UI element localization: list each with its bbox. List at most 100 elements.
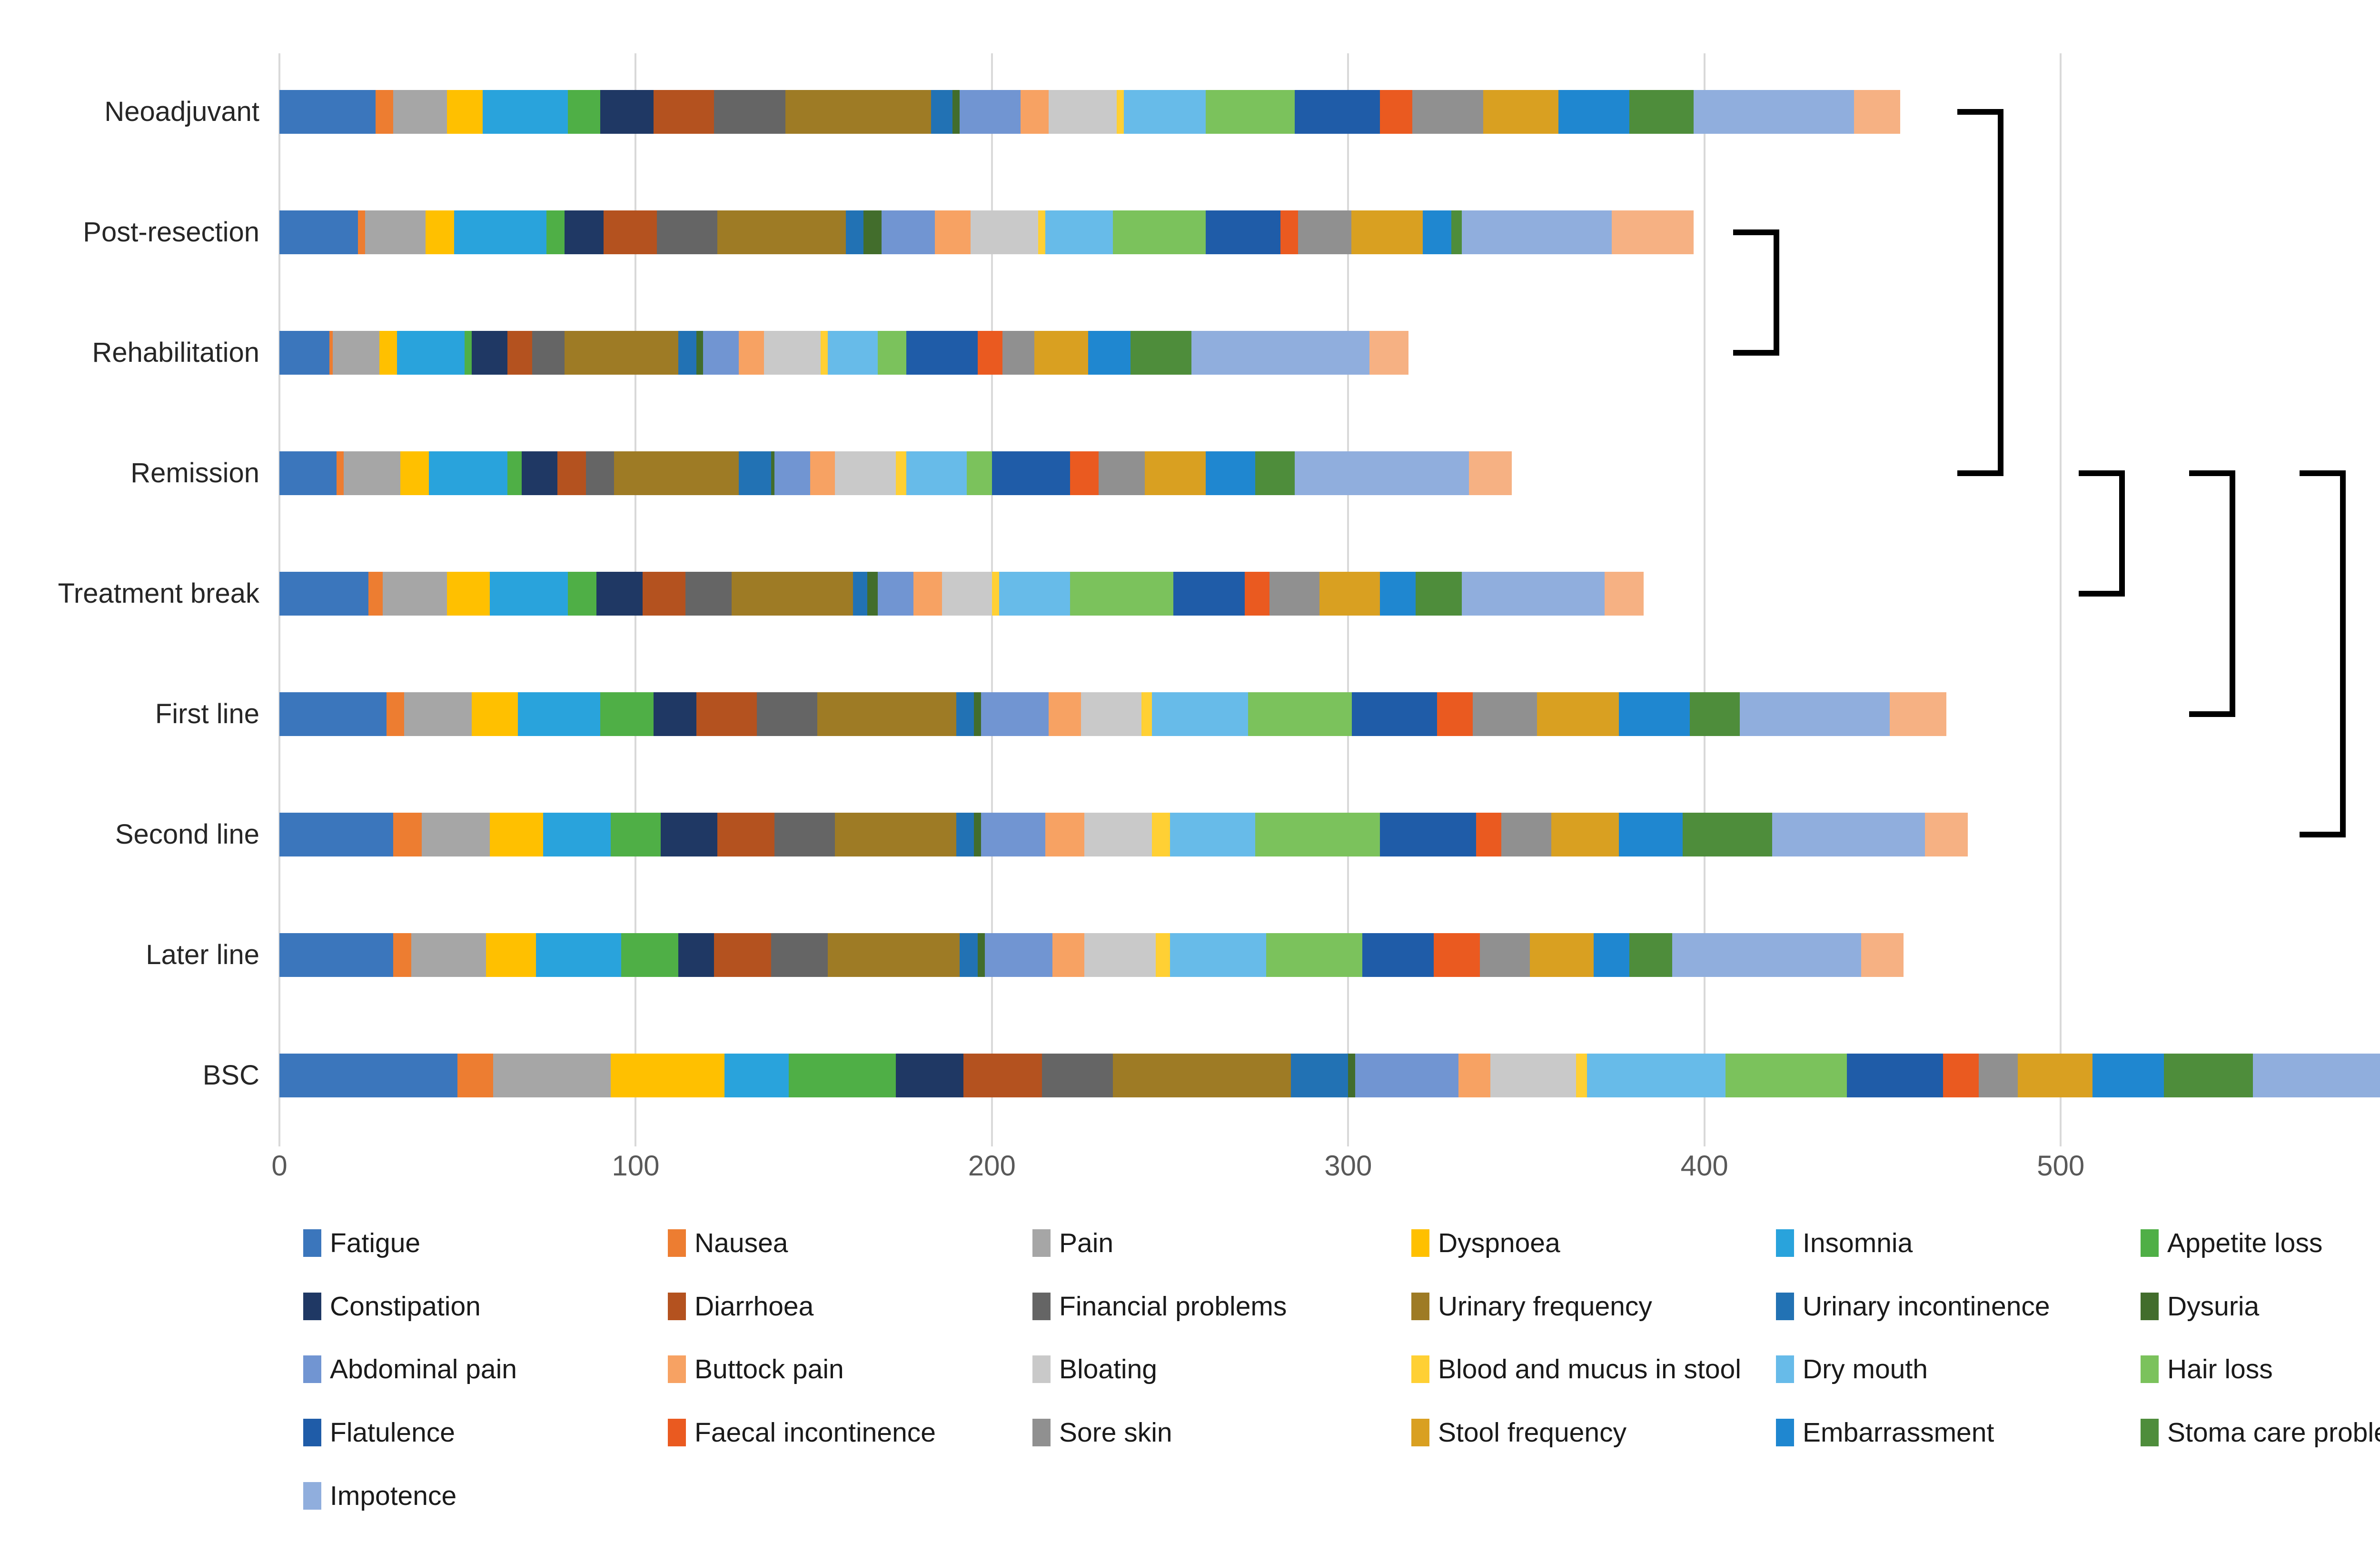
- bar-segment: [279, 933, 394, 977]
- legend-label: Diarrhoea: [694, 1291, 814, 1322]
- bar-row-treatment-break: [279, 572, 1644, 616]
- bar-segment: [878, 331, 906, 375]
- bar-segment: [774, 451, 810, 495]
- bar-segment: [1045, 813, 1085, 856]
- bar-segment: [714, 933, 771, 977]
- bar-segment: [1772, 813, 1925, 856]
- bar-segment: [1113, 210, 1206, 254]
- bar-segment: [1462, 210, 1612, 254]
- bar-segment: [397, 331, 465, 375]
- legend-label: Flatulence: [330, 1417, 455, 1448]
- legend-item-urinary-incontinence: Urinary incontinence: [1776, 1291, 2050, 1322]
- legend-swatch-icon: [2141, 1229, 2159, 1257]
- bar-segment: [967, 451, 992, 495]
- bar-segment: [643, 572, 686, 616]
- legend-item-pain: Pain: [1032, 1227, 1113, 1259]
- bar-segment: [386, 692, 404, 736]
- legend-label: Embarrassment: [1803, 1417, 1994, 1448]
- bar-segment: [934, 210, 971, 254]
- bar-segment: [1740, 692, 1890, 736]
- bar-segment: [1205, 210, 1280, 254]
- bar-segment: [1191, 331, 1369, 375]
- bar-segment: [657, 210, 718, 254]
- bar-segment: [457, 1054, 494, 1097]
- bar-segment: [724, 1054, 789, 1097]
- x-tick-label: 500: [2037, 1150, 2085, 1182]
- legend-label: Pain: [1059, 1228, 1114, 1258]
- bracket-remission-vs-treatment-break: [2078, 470, 2125, 597]
- legend-label: Bloating: [1059, 1354, 1157, 1384]
- category-label: Post-resection: [83, 217, 259, 248]
- x-tick-label: 0: [271, 1150, 288, 1182]
- bar-segment: [568, 90, 600, 134]
- bar-segment: [1355, 1054, 1459, 1097]
- bar-segment: [1113, 1054, 1291, 1097]
- bar-segment: [1423, 210, 1451, 254]
- bar-segment: [1081, 692, 1141, 736]
- legend-item-financial-problems: Financial problems: [1032, 1291, 1287, 1322]
- legend-label: Insomnia: [1803, 1228, 1913, 1258]
- bar-segment: [1587, 1054, 1726, 1097]
- bar-segment: [895, 451, 906, 495]
- legend-item-impotence: Impotence: [303, 1480, 456, 1512]
- bar-segment: [507, 451, 522, 495]
- bar-segment: [2092, 1054, 2164, 1097]
- bar-segment: [1889, 692, 1947, 736]
- bar-segment: [365, 210, 426, 254]
- bar-segment: [835, 813, 956, 856]
- legend-swatch-icon: [1032, 1229, 1051, 1257]
- bar-segment: [1611, 210, 1694, 254]
- bar-segment: [828, 331, 878, 375]
- legend-swatch-icon: [1032, 1355, 1051, 1383]
- category-label: Neoadjuvant: [104, 96, 259, 127]
- bar-row-second-line: [279, 813, 1968, 856]
- bar-segment: [1618, 813, 1683, 856]
- bar-segment: [1269, 572, 1320, 616]
- bar-segment: [906, 331, 978, 375]
- bracket-neoadjuvant-vs-remission: [1957, 109, 2004, 476]
- bar-segment: [1462, 572, 1605, 616]
- bar-segment: [400, 451, 429, 495]
- legend-label: Dry mouth: [1803, 1354, 1928, 1384]
- bar-segment: [1280, 210, 1299, 254]
- legend-label: Fatigue: [330, 1228, 421, 1258]
- bar-segment: [771, 933, 828, 977]
- bar-segment: [785, 90, 932, 134]
- bar-segment: [1351, 692, 1438, 736]
- bar-segment: [596, 572, 643, 616]
- bar-segment: [518, 692, 600, 736]
- category-label: Treatment break: [58, 578, 259, 609]
- bar-segment: [279, 90, 376, 134]
- bar-segment: [279, 572, 369, 616]
- bar-segment: [1155, 933, 1170, 977]
- legend-swatch-icon: [1776, 1229, 1794, 1257]
- bar-segment: [329, 331, 333, 375]
- bar-segment: [1002, 331, 1035, 375]
- bar-segment: [1483, 90, 1558, 134]
- legend-item-bloating: Bloating: [1032, 1354, 1157, 1385]
- bar-segment: [696, 331, 704, 375]
- bar-segment: [1469, 451, 1512, 495]
- bar-segment: [1116, 90, 1124, 134]
- bar-segment: [1170, 813, 1256, 856]
- bar-segment: [1380, 90, 1412, 134]
- legend-swatch-icon: [2141, 1355, 2159, 1383]
- bar-segment: [913, 572, 942, 616]
- bar-segment: [1479, 933, 1530, 977]
- legend-swatch-icon: [2141, 1419, 2159, 1446]
- bar-segment: [1088, 331, 1131, 375]
- bar-segment: [977, 933, 985, 977]
- bar-segment: [881, 210, 935, 254]
- bar-segment: [1369, 331, 1409, 375]
- bar-segment: [600, 692, 654, 736]
- bar-segment: [1298, 210, 1352, 254]
- legend-item-appetite-loss: Appetite loss: [2141, 1227, 2322, 1259]
- bar-row-later-line: [279, 933, 1904, 977]
- bar-segment: [621, 933, 679, 977]
- legend-item-blood-and-mucus-in-stool: Blood and mucus in stool: [1411, 1354, 1741, 1385]
- bar-segment: [1041, 1054, 1113, 1097]
- bar-segment: [422, 813, 490, 856]
- bar-segment: [446, 572, 490, 616]
- category-label: First line: [155, 698, 259, 729]
